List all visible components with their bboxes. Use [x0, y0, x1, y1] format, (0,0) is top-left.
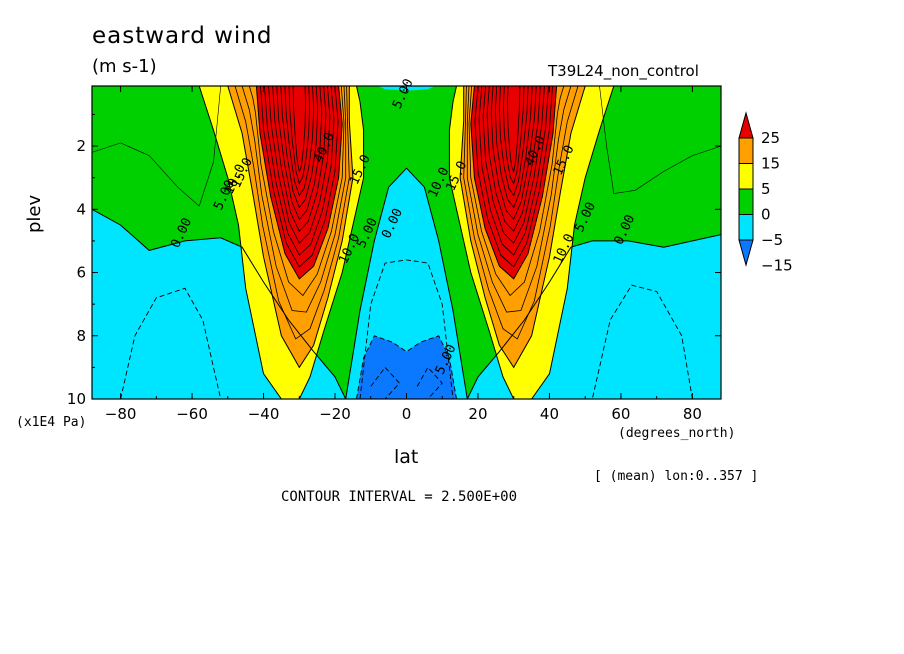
run-label: T39L24_non_control [548, 62, 699, 80]
region-neg15 [356, 335, 457, 399]
jet-contour-north [490, 86, 537, 221]
jet-contour-south [260, 86, 339, 268]
legend-label: 15 [761, 155, 780, 173]
contour-zero [92, 208, 721, 399]
legend-arrow-top [738, 111, 754, 139]
legend-swatch [738, 214, 754, 241]
legend-arrow-bottom [738, 239, 754, 267]
jet-contour-south [272, 86, 327, 232]
y-tick-label: 8 [76, 327, 86, 345]
contour-5-north [448, 86, 615, 399]
x-tick-label: 80 [683, 405, 702, 423]
jet-contour-south [284, 86, 315, 197]
contour-2p5-north [599, 86, 721, 194]
y-axis: 2 4 6 8 10 [67, 113, 721, 408]
legend-label: −15 [761, 257, 793, 275]
legend-swatch [738, 137, 754, 164]
contour-zero-equatorial [345, 167, 468, 399]
jet-contour-north [474, 86, 553, 268]
averaging-note: [ (mean) lon:0..357 ] [594, 469, 759, 484]
contour-15-north [459, 86, 586, 369]
legend-label: 25 [761, 129, 780, 147]
jet-contour-south [264, 86, 335, 256]
band-contour-south [234, 86, 350, 340]
jet-contour-south [268, 86, 331, 244]
jet-contour-north [478, 86, 549, 256]
jet-contour-north [494, 86, 533, 209]
x-tick-label: −60 [176, 405, 208, 423]
x-axis: −80 −60 −40 −20 0 20 40 60 80 [105, 86, 702, 423]
band-contour-south [241, 86, 347, 313]
jet-contour-north [498, 86, 529, 197]
jet-contour-south [280, 86, 319, 209]
contour-negative [120, 287, 222, 399]
contour-5-south [198, 86, 365, 399]
x-tick-label: 60 [611, 405, 630, 423]
jet-contour-north [502, 86, 525, 185]
band-contour-north [466, 86, 572, 313]
contour-field [92, 86, 721, 399]
band-contour-north [468, 86, 565, 297]
contour-negative [356, 335, 457, 399]
x-axis-units: (degrees_north) [618, 426, 736, 441]
contour-negative [416, 366, 443, 399]
y-tick-label: 2 [76, 137, 86, 155]
jet-contour-south [288, 86, 311, 185]
legend-label: 5 [761, 180, 771, 198]
x-tick-label: 40 [540, 405, 559, 423]
jet-contour-north [482, 86, 545, 244]
jet-contour-north [486, 86, 541, 232]
x-tick-label: −20 [319, 405, 351, 423]
contour-15-south [227, 86, 354, 369]
y-axis-multiplier: (x1E4 Pa) [16, 415, 87, 430]
x-tick-label: 0 [402, 405, 412, 423]
x-tick-label: −80 [105, 405, 137, 423]
contour-2p5-south [92, 86, 221, 207]
chart-units: (m s-1) [92, 56, 157, 77]
x-axis-label: lat [394, 446, 419, 468]
legend-swatch [738, 163, 754, 190]
contour-negative [591, 284, 693, 399]
y-tick-label: 4 [76, 200, 86, 218]
contour-interval: CONTOUR INTERVAL = 2.500E+00 [281, 489, 518, 505]
x-tick-label: 20 [468, 405, 487, 423]
contour-25-south [255, 86, 343, 280]
jet-contour-south [292, 86, 306, 174]
x-tick-label: −40 [248, 405, 280, 423]
legend-label: 0 [761, 206, 771, 224]
contour-negative [359, 259, 454, 399]
contour-negative [370, 366, 401, 399]
legend-swatch [738, 188, 754, 215]
y-tick-label: 6 [76, 264, 86, 282]
color-legend: 25 15 5 0 −5 −15 [738, 111, 793, 275]
chart-title: eastward wind [92, 23, 273, 49]
jet-contour-south [276, 86, 323, 221]
band-contour-north [463, 86, 579, 340]
contour-25-north [470, 86, 558, 280]
y-tick-label: 10 [67, 390, 86, 408]
band-contour-south [248, 86, 345, 297]
jet-contour-north [507, 86, 521, 174]
legend-label: −5 [761, 231, 783, 249]
